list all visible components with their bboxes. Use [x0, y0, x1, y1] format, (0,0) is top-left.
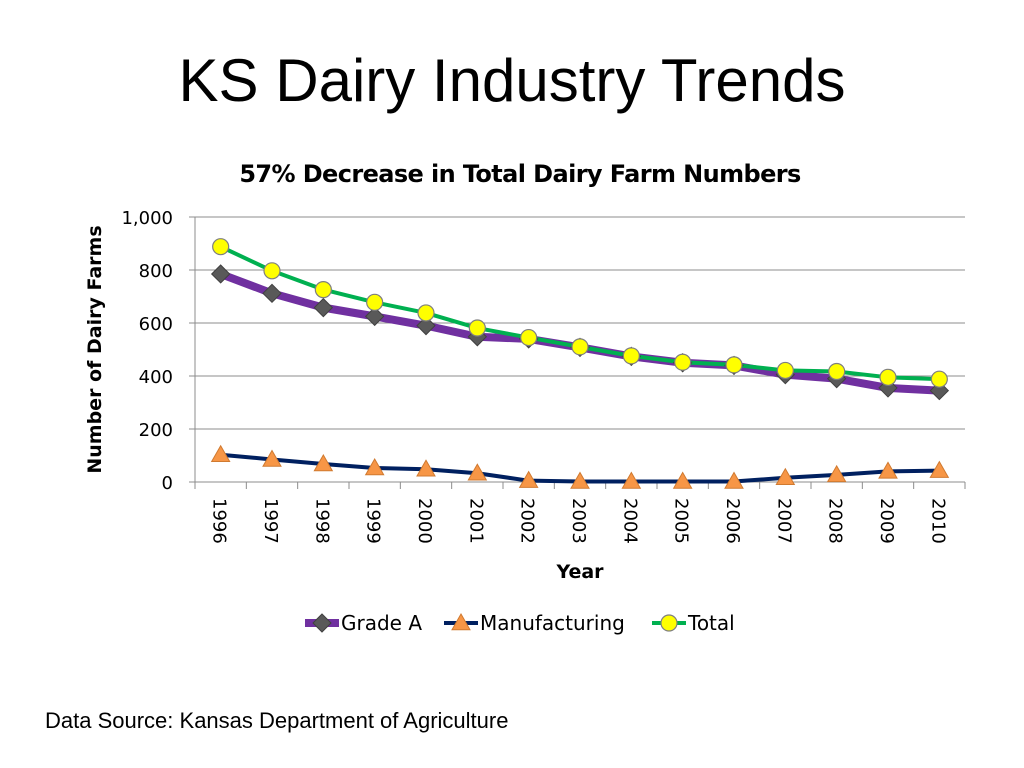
legend-marker-grade-a [312, 613, 332, 633]
data-point-total [314, 281, 332, 299]
x-tick-label: 2006 [722, 498, 743, 544]
x-tick-label: 2003 [568, 498, 589, 544]
y-tick-labels: 0 200 400 600 800 1,000 [121, 208, 173, 494]
x-tick-label: 2007 [773, 498, 794, 544]
x-axis-title: Year [555, 561, 604, 583]
data-point-manufacturing [878, 461, 898, 479]
data-point-manufacturing [210, 444, 231, 462]
data-point-total [776, 361, 794, 380]
series-line-total [218, 244, 942, 382]
data-point-manufacturing [929, 460, 950, 478]
y-tick-label: 200 [139, 420, 173, 441]
data-point-grade-a [416, 315, 436, 336]
x-tick-label: 2004 [619, 498, 640, 544]
chart-title: 57% Decrease in Total Dairy Farm Numbers [239, 160, 801, 188]
data-point-manufacturing [775, 467, 796, 486]
data-point-total [674, 353, 692, 371]
x-tick-label: 2002 [517, 498, 538, 544]
data-point-manufacturing [467, 463, 488, 481]
data-source-note: Data Source: Kansas Department of Agricu… [45, 708, 509, 733]
data-point-total [725, 356, 743, 374]
data-point-total [468, 319, 486, 337]
legend-marker-total [660, 614, 678, 632]
legend-marker-manufacturing [451, 612, 471, 631]
data-point-manufacturing [672, 471, 693, 489]
y-tick-label: 800 [139, 261, 173, 282]
data-point-manufacturing [724, 471, 744, 489]
data-point-grade-a [364, 306, 385, 327]
data-point-manufacturing [621, 471, 642, 489]
x-tick-label: 1997 [260, 498, 281, 544]
slide-title: KS Dairy Industry Trends [178, 47, 846, 114]
x-tick-label: 2001 [465, 498, 486, 544]
legend-label-grade-a: Grade A [341, 611, 422, 635]
data-point-total [366, 293, 384, 311]
y-axis-title: Number of Dairy Farms [84, 225, 106, 473]
x-tick-label: 2008 [825, 498, 846, 544]
data-point-total [520, 328, 538, 347]
data-point-manufacturing [518, 470, 539, 488]
x-tick-label: 2009 [876, 498, 897, 544]
data-point-manufacturing [416, 459, 436, 477]
y-tick-label: 1,000 [121, 208, 173, 229]
data-point-total [571, 338, 589, 356]
data-point-total [930, 370, 948, 388]
legend-label-total: Total [687, 611, 735, 635]
legend-label-manufacturing: Manufacturing [480, 611, 625, 635]
data-point-grade-a [210, 264, 231, 284]
y-tick-label: 0 [162, 473, 173, 494]
x-tick-label: 2005 [671, 498, 692, 544]
x-tick-label: 2010 [927, 498, 948, 544]
y-tick-label: 400 [139, 367, 173, 388]
data-point-total [417, 304, 435, 322]
x-tick-label: 1996 [209, 498, 230, 544]
data-point-total [828, 362, 846, 381]
line-chart: 0 200 400 600 800 1,000 1996 1997 1998 1999 2000 2… [84, 208, 966, 635]
data-point-manufacturing [313, 453, 334, 472]
x-tick-label: 1999 [363, 498, 384, 544]
series-markers [210, 238, 950, 489]
data-point-manufacturing [570, 471, 590, 489]
data-point-manufacturing [364, 457, 385, 476]
x-tick-label: 2000 [414, 498, 435, 544]
data-point-total [622, 347, 640, 365]
data-point-manufacturing [262, 449, 282, 467]
y-tick-label: 600 [139, 314, 173, 335]
legend: Grade A Manufacturing Total [305, 611, 735, 635]
data-point-manufacturing [826, 464, 847, 483]
data-point-total [879, 368, 897, 386]
x-tick-label: 1998 [311, 498, 332, 544]
data-point-grade-a [313, 297, 334, 318]
gridlines [195, 216, 965, 430]
data-point-grade-a [262, 283, 282, 304]
x-tick-labels: 1996 1997 1998 1999 2000 2001 2002 2003 2004 2005… [209, 498, 949, 544]
series-lines [216, 244, 944, 484]
data-point-total [212, 238, 230, 256]
data-point-total [263, 262, 281, 280]
